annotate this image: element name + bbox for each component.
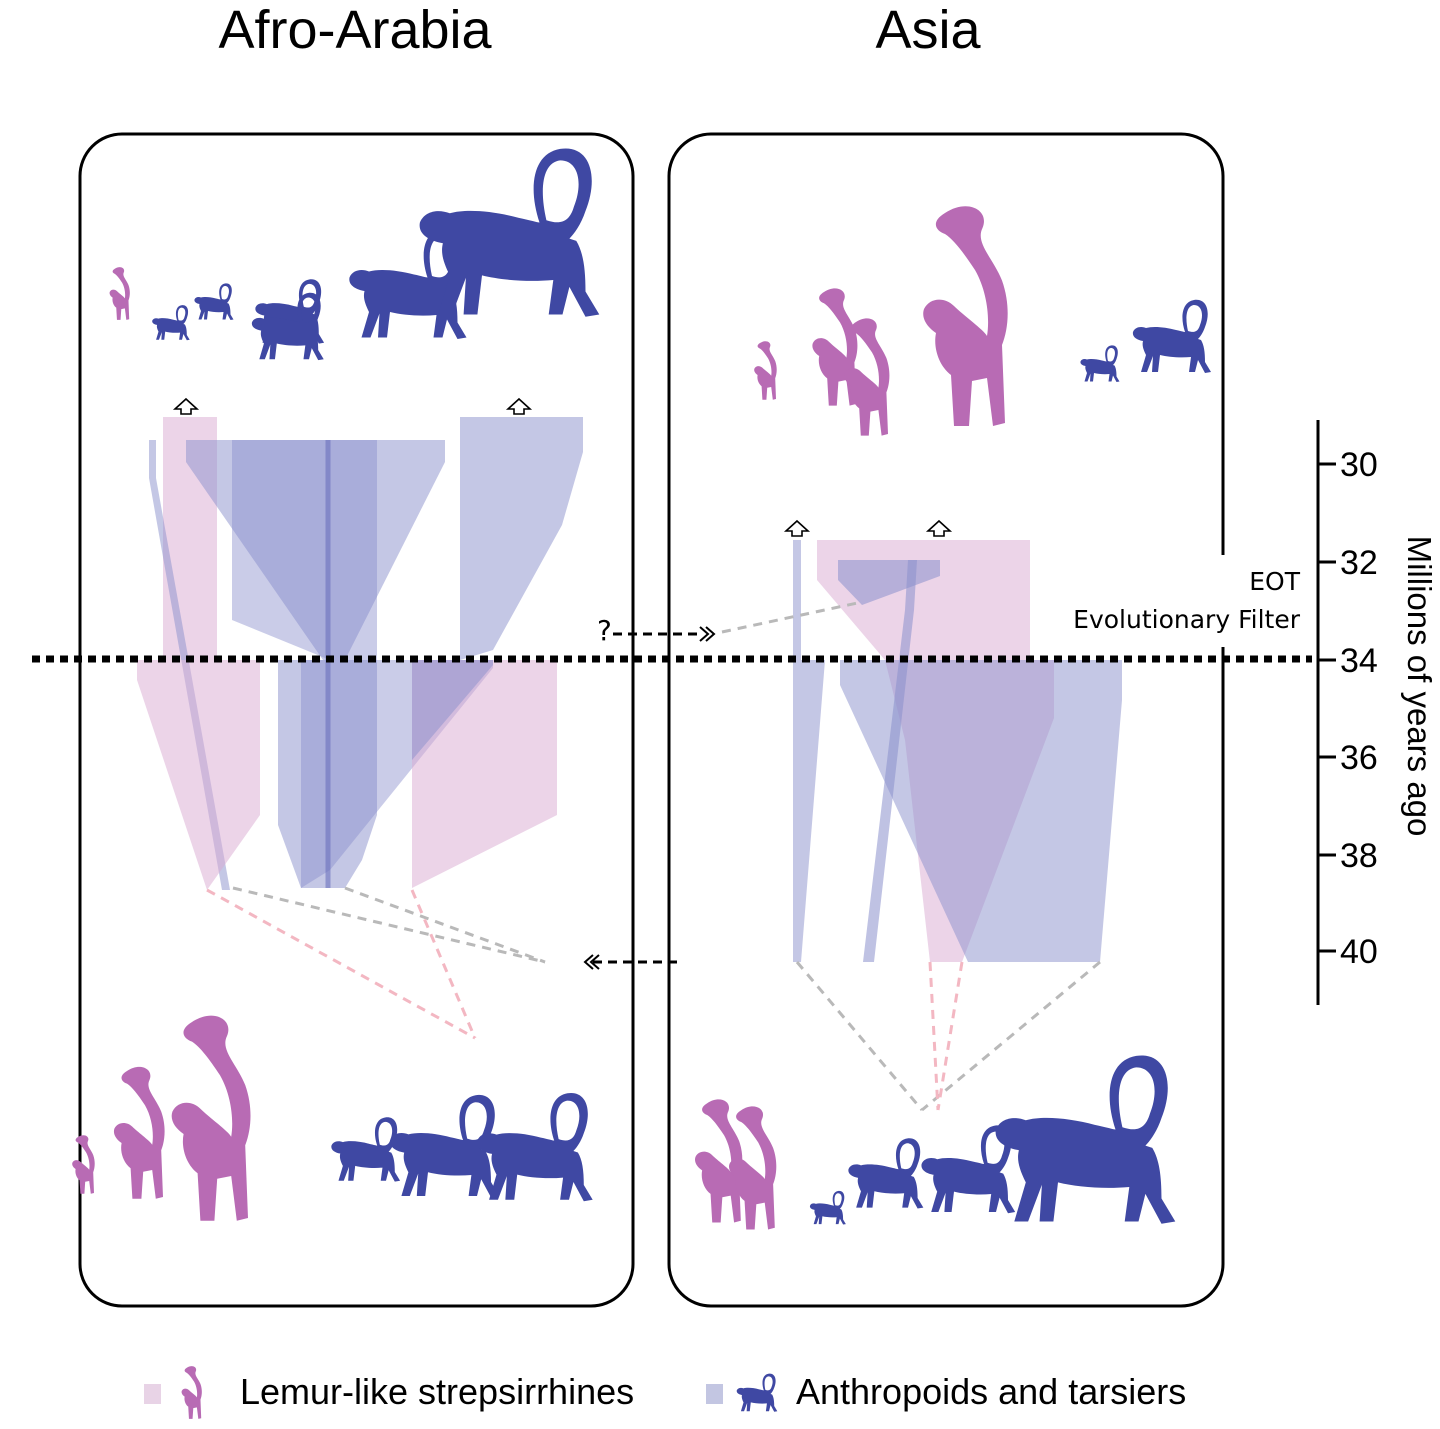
up-arrow-icon (783, 519, 811, 537)
range-anth-asia-thin (793, 540, 825, 962)
panel-border-gap (1214, 555, 1234, 647)
dashed-connectors (206, 600, 1101, 1112)
up-arrow-icon (505, 397, 533, 415)
tick-32: 32 (1340, 544, 1378, 582)
double-chevron-left-icon (583, 954, 600, 970)
title-asia: Asia (875, 0, 981, 60)
monkey-icon (251, 292, 324, 361)
up-arrow-icon (172, 397, 200, 415)
monkey-icon (809, 1190, 846, 1225)
monkey-icon (848, 1138, 924, 1209)
monkey-icon (331, 1117, 401, 1182)
tick-36: 36 (1340, 739, 1378, 777)
legend-swatch-strepsirrhines (144, 1384, 161, 1404)
migration-afro-to-asia: ? (597, 614, 716, 647)
legend-swatch-anthropoids (706, 1384, 723, 1404)
range-anth-afro-cone (186, 440, 445, 660)
lemur-icon (812, 288, 858, 406)
tick-34: 34 (1340, 642, 1378, 680)
asia-ranges (793, 540, 1122, 962)
tick-40: 40 (1340, 933, 1378, 971)
lemur-icon (72, 1135, 95, 1194)
up-arrow-icon (925, 519, 953, 537)
question-mark: ? (597, 614, 612, 647)
time-axis: 30 32 34 36 38 40 Millions of years ago (1316, 420, 1438, 1005)
lemur-icon (181, 1366, 202, 1419)
eot-label: EOT (1249, 567, 1300, 596)
range-strep-afro-2 (137, 660, 260, 890)
lemur-icon (754, 341, 777, 400)
evolutionary-filter-label: Evolutionary Filter (1073, 605, 1301, 634)
monkey-icon (419, 148, 600, 317)
range-anth-afro-block (232, 440, 377, 660)
lemur-icon (109, 267, 130, 320)
axis-title: Millions of years ago (1401, 536, 1438, 837)
monkey-icon (152, 305, 190, 341)
lemur-icon (923, 206, 1008, 426)
lemur-icon (113, 1066, 165, 1199)
monkey-icon (1080, 345, 1120, 382)
afro-top-animals (109, 148, 600, 361)
range-anth-afro-right (460, 417, 583, 660)
double-chevron-right-icon (699, 626, 716, 642)
panel-afro-arabia (78, 132, 635, 1308)
monkey-icon (1132, 299, 1211, 373)
monkey-icon (194, 283, 234, 320)
afro-ranges-pre-eot (137, 440, 557, 890)
monkey-icon (477, 1092, 593, 1202)
monkey-icon (995, 1055, 1176, 1224)
migration-asia-to-afro (583, 954, 682, 970)
title-afro-arabia: Afro-Arabia (218, 0, 492, 60)
asia-top-animals (754, 206, 1211, 436)
afro-bottom-animals (72, 1015, 593, 1221)
monkey-icon (736, 1373, 778, 1412)
legend: Lemur-like strepsirrhines Anthropoids an… (144, 1366, 1186, 1419)
tick-38: 38 (1340, 837, 1378, 875)
extends-arrows (172, 397, 953, 537)
tick-30: 30 (1340, 446, 1378, 484)
range-overlap-afro (412, 660, 493, 760)
legend-label-anthropoids: Anthropoids and tarsiers (796, 1371, 1186, 1412)
legend-label-strepsirrhines: Lemur-like strepsirrhines (240, 1371, 634, 1412)
range-anth-asia-wide (840, 660, 1122, 962)
panel-asia (667, 132, 1225, 1308)
lemur-icon (171, 1015, 251, 1221)
